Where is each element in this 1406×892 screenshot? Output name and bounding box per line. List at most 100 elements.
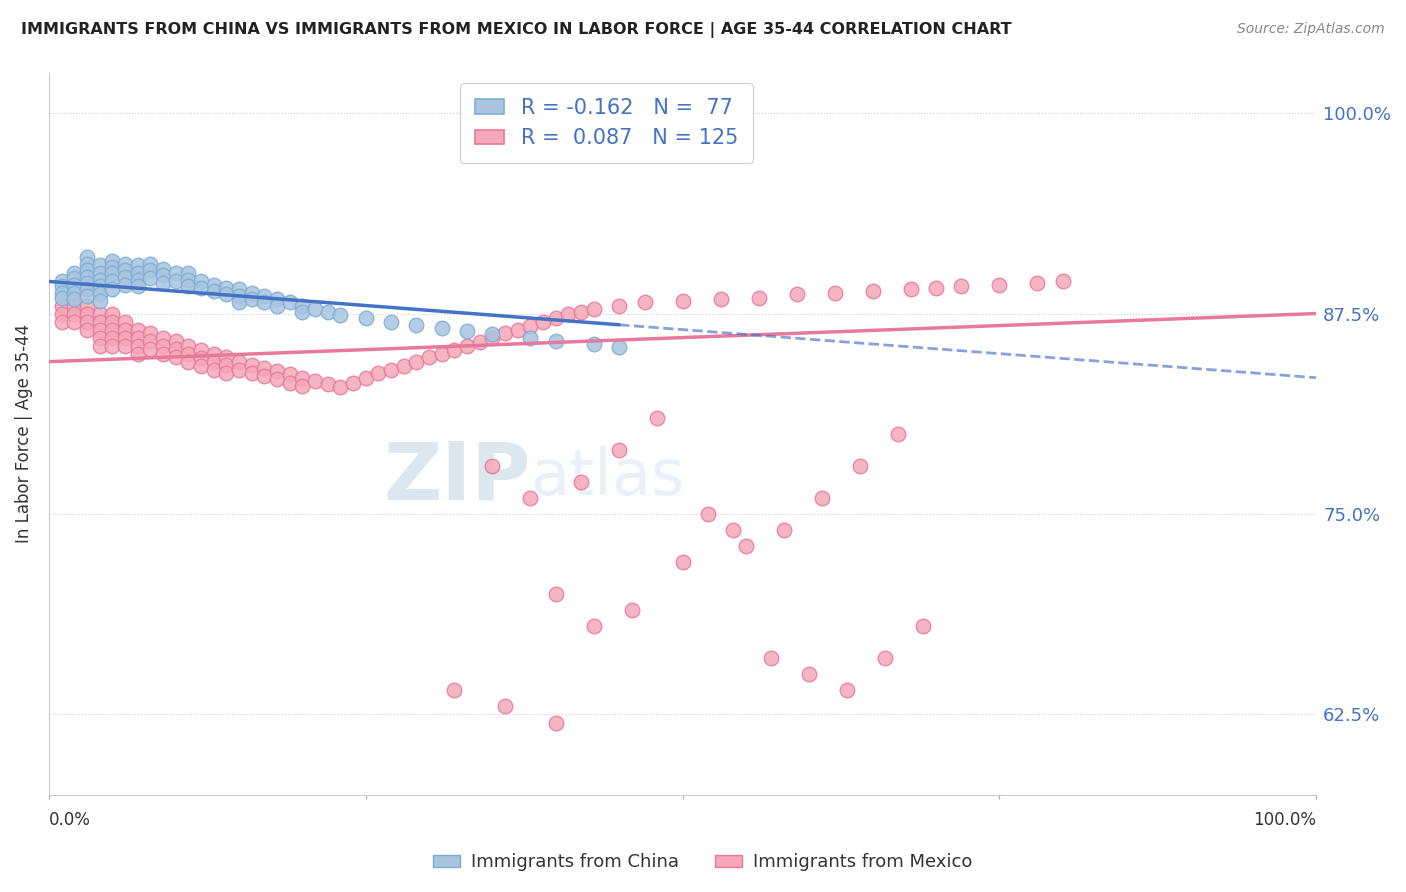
Point	[1026, 276, 1049, 290]
Point	[582, 619, 605, 633]
Point	[607, 299, 630, 313]
Point	[89, 287, 111, 301]
Point	[709, 292, 731, 306]
Point	[671, 293, 693, 308]
Point	[89, 273, 111, 287]
Point	[228, 289, 250, 303]
Point	[139, 271, 162, 285]
Point	[202, 346, 225, 360]
Point	[900, 283, 922, 297]
Point	[291, 305, 314, 319]
Point	[367, 366, 389, 380]
Point	[114, 269, 136, 284]
Point	[380, 362, 402, 376]
Point	[177, 273, 200, 287]
Point	[291, 370, 314, 384]
Point	[304, 301, 326, 316]
Point	[114, 314, 136, 328]
Point	[645, 410, 668, 425]
Point	[76, 257, 98, 271]
Point	[114, 277, 136, 292]
Point	[304, 374, 326, 388]
Point	[519, 319, 541, 334]
Point	[430, 321, 453, 335]
Point	[165, 342, 187, 356]
Point	[582, 301, 605, 316]
Point	[101, 338, 124, 352]
Point	[152, 330, 174, 344]
Point	[494, 699, 516, 714]
Point	[761, 651, 783, 665]
Point	[392, 359, 415, 374]
Point	[925, 281, 948, 295]
Point	[494, 326, 516, 340]
Point	[875, 651, 897, 665]
Point	[354, 311, 377, 326]
Point	[544, 311, 567, 326]
Point	[63, 307, 86, 321]
Point	[418, 350, 440, 364]
Point	[63, 277, 86, 292]
Point	[266, 372, 288, 386]
Point	[481, 327, 503, 342]
Point	[456, 338, 478, 352]
Point	[266, 292, 288, 306]
Point	[506, 322, 529, 336]
Point	[177, 346, 200, 360]
Point	[799, 667, 821, 681]
Point	[253, 361, 276, 376]
Point	[202, 284, 225, 298]
Point	[190, 281, 212, 295]
Point	[101, 307, 124, 321]
Point	[988, 277, 1011, 292]
Point	[89, 322, 111, 336]
Point	[127, 346, 149, 360]
Point	[607, 442, 630, 457]
Point	[887, 426, 910, 441]
Point	[101, 330, 124, 344]
Point	[114, 338, 136, 352]
Y-axis label: In Labor Force | Age 35-44: In Labor Force | Age 35-44	[15, 325, 32, 543]
Point	[89, 293, 111, 308]
Point	[342, 376, 364, 390]
Point	[139, 326, 162, 340]
Point	[278, 376, 301, 390]
Point	[582, 337, 605, 351]
Point	[253, 369, 276, 384]
Point	[557, 307, 579, 321]
Point	[114, 322, 136, 336]
Point	[101, 322, 124, 336]
Point	[101, 283, 124, 297]
Point	[202, 354, 225, 368]
Point	[620, 603, 643, 617]
Point	[430, 346, 453, 360]
Point	[152, 261, 174, 276]
Point	[139, 342, 162, 356]
Text: atlas: atlas	[530, 446, 685, 508]
Point	[89, 307, 111, 321]
Point	[76, 322, 98, 336]
Text: ZIP: ZIP	[384, 438, 530, 516]
Point	[139, 263, 162, 277]
Point	[177, 267, 200, 281]
Point	[266, 299, 288, 313]
Point	[696, 507, 718, 521]
Point	[240, 358, 263, 372]
Point	[468, 335, 491, 350]
Point	[190, 343, 212, 358]
Point	[152, 268, 174, 282]
Point	[165, 334, 187, 348]
Point	[51, 285, 73, 300]
Point	[127, 267, 149, 281]
Point	[63, 299, 86, 313]
Point	[228, 354, 250, 368]
Point	[215, 350, 238, 364]
Point	[152, 346, 174, 360]
Point	[912, 619, 935, 633]
Point	[950, 279, 973, 293]
Point	[734, 539, 756, 553]
Point	[76, 251, 98, 265]
Point	[837, 683, 859, 698]
Point	[405, 354, 427, 368]
Point	[51, 291, 73, 305]
